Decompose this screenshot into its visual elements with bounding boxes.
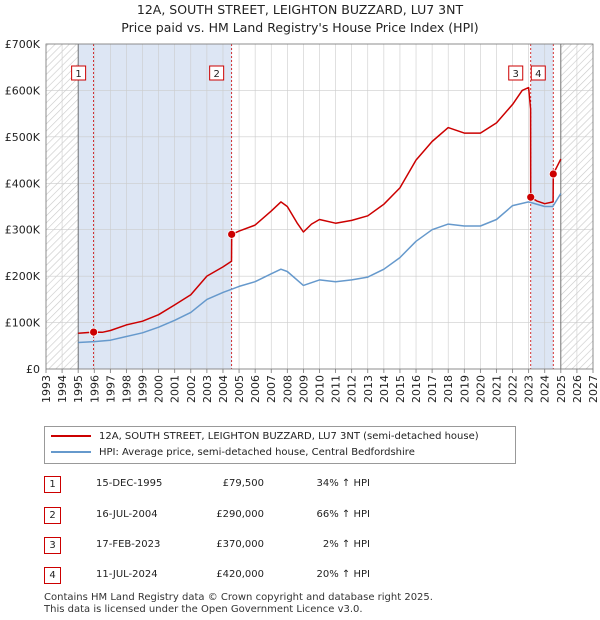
y-tick-label: £600K	[5, 84, 41, 97]
transaction-hpi: 66% ↑ HPI	[316, 509, 370, 520]
sale-marker-1	[89, 327, 99, 337]
x-tick-label: 2024	[539, 375, 552, 403]
x-tick-label: 2006	[249, 375, 262, 403]
x-tick-label: 2012	[346, 375, 359, 403]
sale-label-3: 3	[513, 69, 519, 80]
sale-marker-4	[548, 169, 558, 179]
x-tick-label: 1998	[120, 375, 133, 403]
sale-label-box-3	[508, 65, 524, 81]
x-tick-label: 2000	[153, 375, 166, 403]
sale-label-2: 2	[213, 69, 219, 80]
chart-legend: 12A, SOUTH STREET, LEIGHTON BUZZARD, LU7…	[44, 426, 516, 464]
x-tick-label: 1999	[137, 375, 150, 403]
y-tick-label: £400K	[5, 177, 41, 190]
x-tick-label: 2001	[169, 375, 182, 403]
transaction-row-4: 4 11-JUL-2024 £420,000 20% ↑ HPI	[44, 567, 444, 585]
legend-item-hpi: HPI: Average price, semi-detached house,…	[51, 446, 415, 460]
x-tick-label: 2022	[507, 375, 520, 403]
chart-title-line-2: Price paid vs. HM Land Registry's House …	[121, 20, 479, 35]
transaction-price: £290,000	[216, 509, 264, 520]
x-tick-label: 2027	[587, 375, 600, 403]
sale-label-4: 4	[535, 69, 541, 80]
transaction-hpi: 34% ↑ HPI	[316, 478, 370, 489]
x-tick-label: 2003	[201, 375, 214, 403]
footer-licence: This data is licensed under the Open Gov…	[44, 604, 363, 615]
chart-title-line-1: 12A, SOUTH STREET, LEIGHTON BUZZARD, LU7…	[136, 2, 464, 17]
series-line-hpi	[78, 193, 562, 344]
legend-item-property: 12A, SOUTH STREET, LEIGHTON BUZZARD, LU7…	[51, 430, 479, 444]
y-tick-label: £700K	[5, 38, 41, 51]
x-tick-label: 1993	[40, 375, 53, 403]
x-tick-label: 2004	[217, 375, 230, 403]
x-tick-label: 2002	[185, 375, 198, 403]
x-tick-label: 2008	[281, 375, 294, 403]
transaction-date: 17-FEB-2023	[96, 539, 161, 550]
x-tick-label: 2018	[442, 375, 455, 403]
x-tick-label: 2020	[474, 375, 487, 403]
x-tick-label: 2021	[490, 375, 503, 403]
x-tick-label: 2017	[426, 375, 439, 403]
transaction-number: 3	[44, 537, 61, 554]
x-tick-label: 2007	[265, 375, 278, 403]
footer-copyright: Contains HM Land Registry data © Crown c…	[44, 592, 433, 603]
y-tick-label: £100K	[5, 317, 41, 330]
transaction-hpi: 2% ↑ HPI	[322, 539, 370, 550]
x-tick-label: 2014	[378, 375, 391, 403]
x-tick-label: 2011	[330, 375, 343, 403]
series-line-property	[78, 86, 562, 335]
x-tick-label: 1997	[104, 375, 117, 403]
transaction-row-3: 3 17-FEB-2023 £370,000 2% ↑ HPI	[44, 537, 444, 555]
transaction-number: 2	[44, 507, 61, 524]
sale-label-1: 1	[75, 69, 81, 80]
legend-swatch-hpi	[51, 451, 91, 453]
x-tick-label: 2023	[523, 375, 536, 403]
y-tick-label: £300K	[5, 224, 41, 237]
x-tick-label: 2025	[555, 375, 568, 403]
transaction-price: £370,000	[216, 539, 264, 550]
legend-label-property: 12A, SOUTH STREET, LEIGHTON BUZZARD, LU7…	[99, 431, 479, 442]
x-tick-label: 2026	[571, 375, 584, 403]
sale-marker-3	[526, 192, 536, 202]
x-tick-label: 1996	[88, 375, 101, 403]
ownership-shade-1	[78, 44, 232, 369]
transaction-price: £79,500	[222, 478, 264, 489]
y-tick-label: £200K	[5, 270, 41, 283]
x-tick-label: 2005	[233, 375, 246, 403]
transaction-row-1: 1 15-DEC-1995 £79,500 34% ↑ HPI	[44, 476, 444, 494]
y-tick-label: £0	[26, 363, 40, 376]
x-tick-label: 1995	[72, 375, 85, 403]
transaction-number: 1	[44, 476, 61, 493]
sale-label-box-2	[209, 65, 225, 81]
transaction-date: 16-JUL-2004	[96, 509, 158, 520]
x-tick-label: 2016	[410, 375, 423, 403]
x-tick-label: 2010	[314, 375, 327, 403]
y-tick-label: £500K	[5, 131, 41, 144]
sale-label-box-4	[530, 65, 546, 81]
price-chart: 1 2 3 4 £0 £100K £200K £300K £400K £500K £600K £70…	[5, 38, 600, 403]
legend-label-hpi: HPI: Average price, semi-detached house,…	[99, 447, 415, 458]
x-tick-label: 2015	[394, 375, 407, 403]
transaction-row-2: 2 16-JUL-2004 £290,000 66% ↑ HPI	[44, 507, 444, 525]
x-tick-label: 2019	[458, 375, 471, 403]
transaction-date: 11-JUL-2024	[96, 569, 158, 580]
legend-swatch-property	[51, 435, 91, 437]
sale-label-box-1	[71, 65, 87, 81]
transaction-price: £420,000	[216, 569, 264, 580]
x-tick-label: 1994	[56, 375, 69, 403]
transaction-date: 15-DEC-1995	[96, 478, 163, 489]
x-tick-label: 2013	[362, 375, 375, 403]
transaction-hpi: 20% ↑ HPI	[316, 569, 370, 580]
sale-marker-2	[227, 229, 237, 239]
x-tick-label: 2009	[297, 375, 310, 403]
transaction-number: 4	[44, 567, 61, 584]
